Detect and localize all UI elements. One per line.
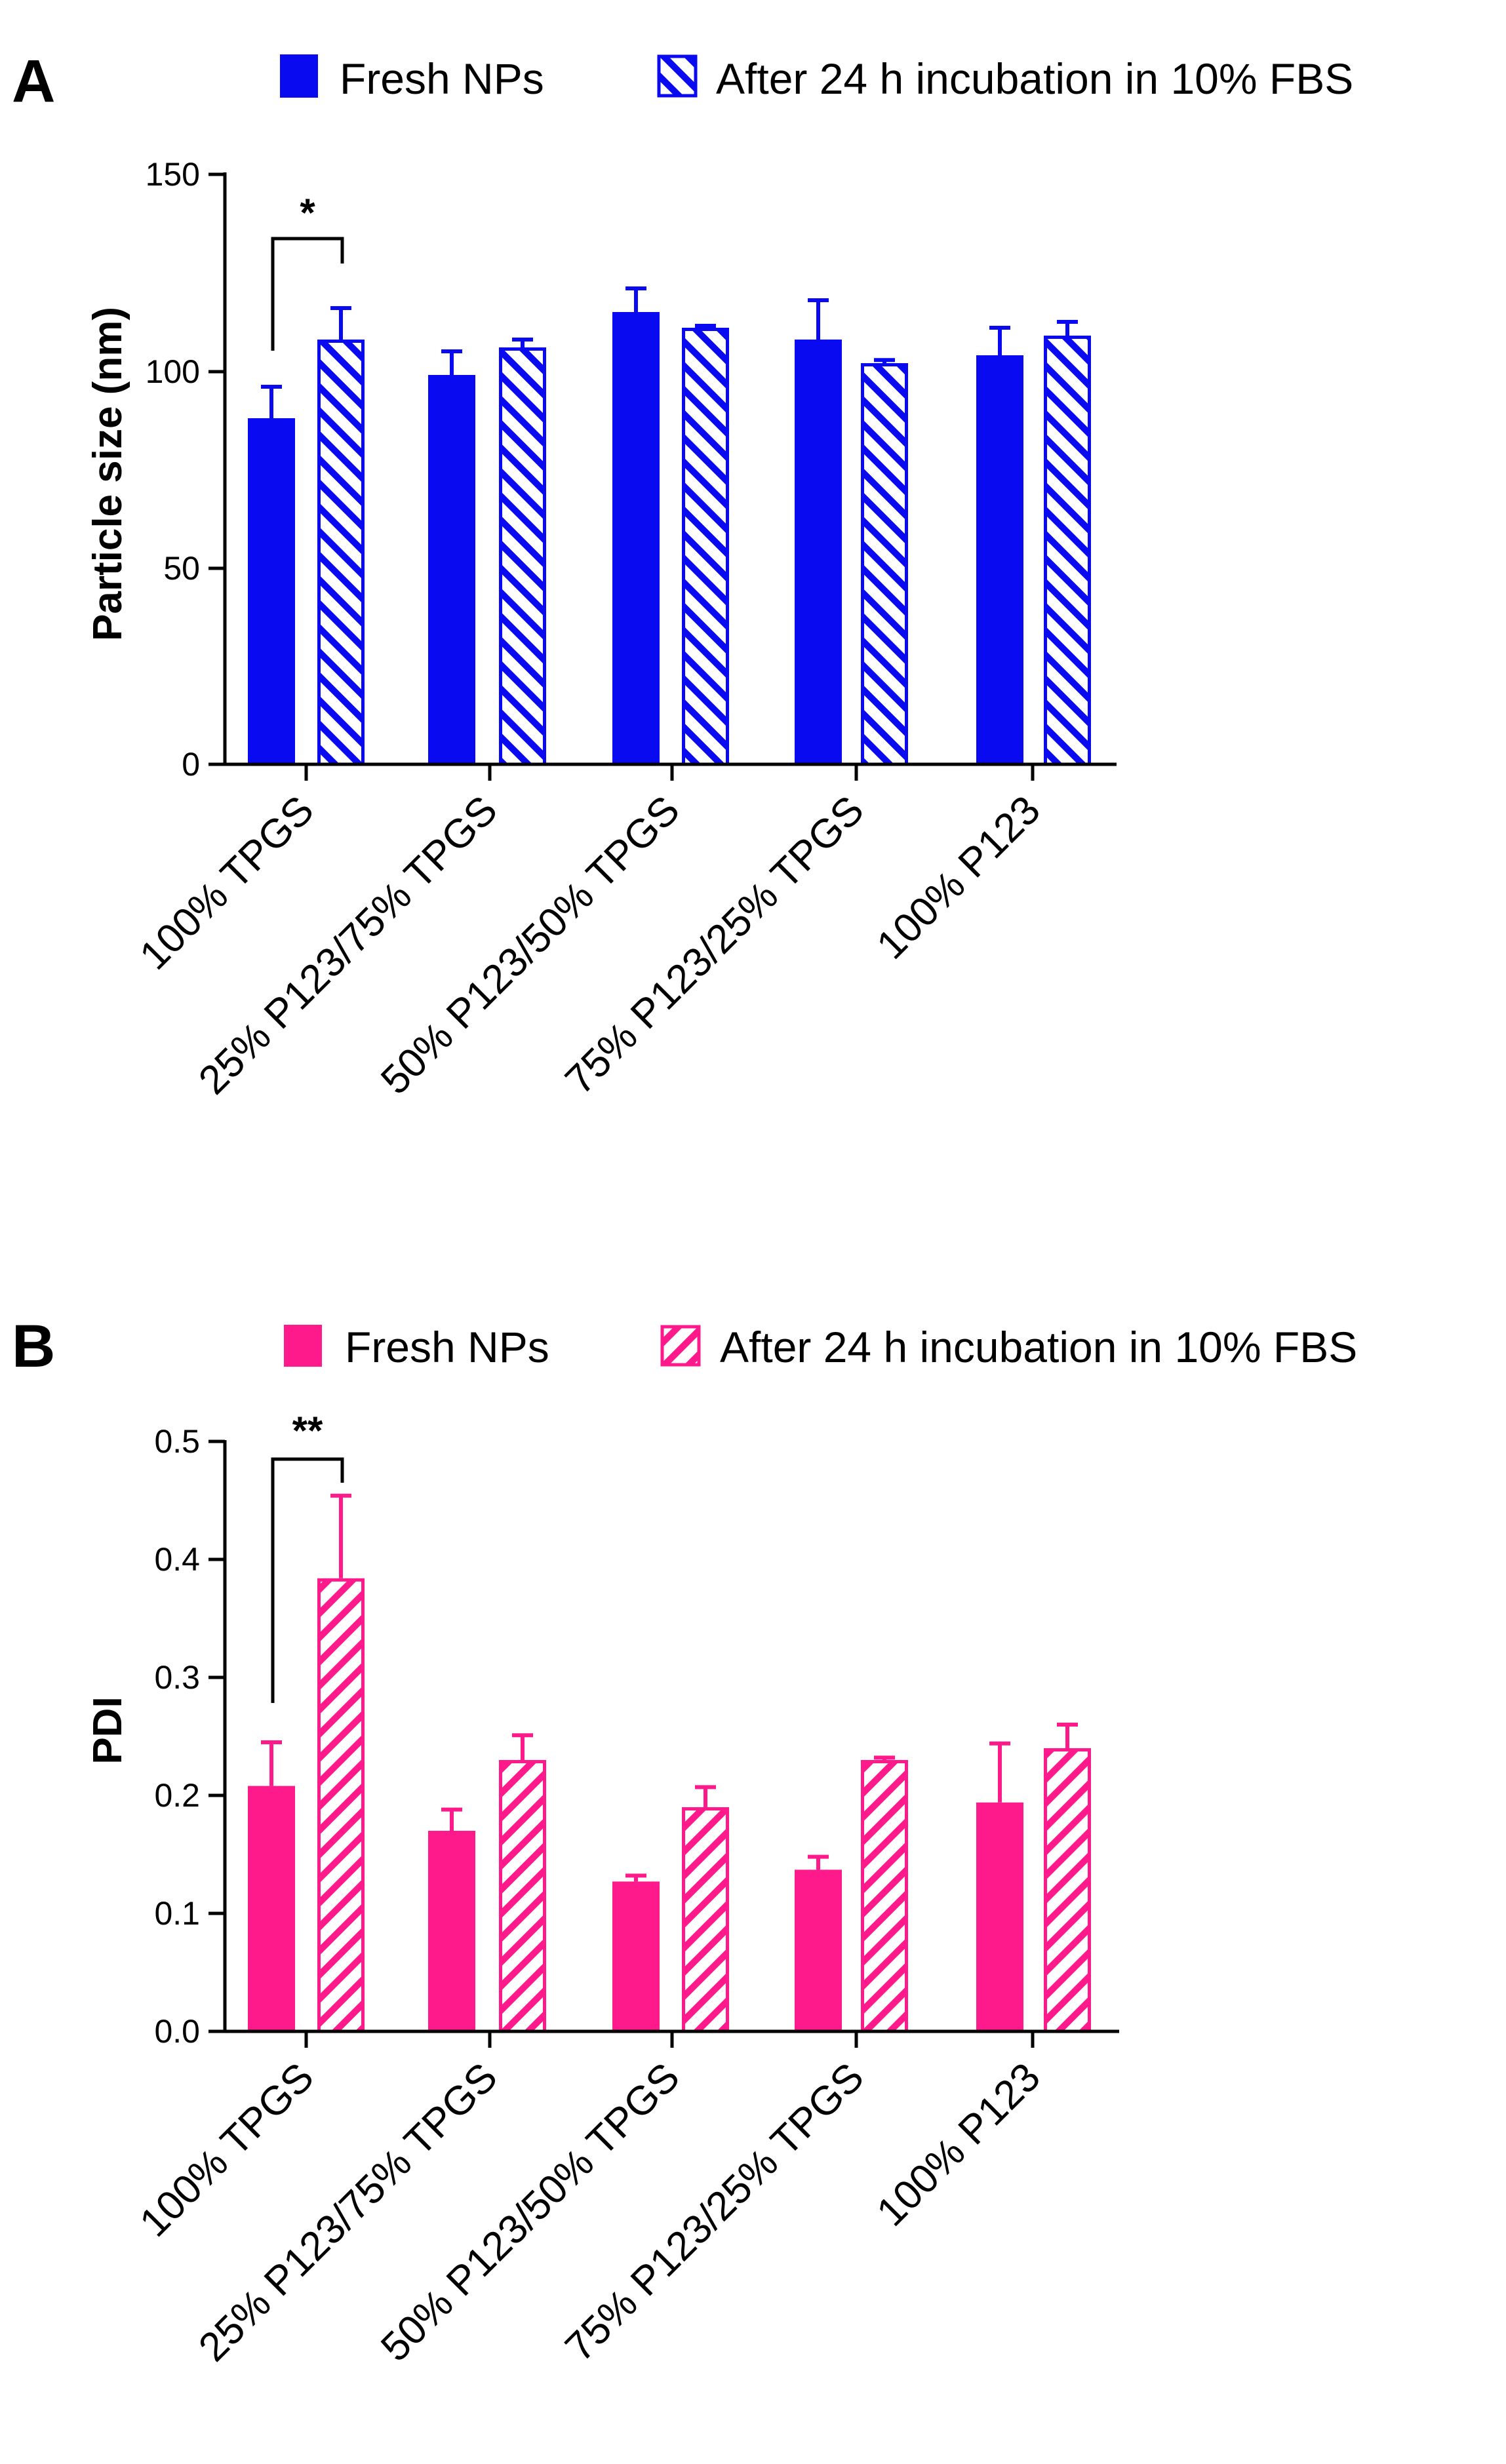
bar-b-after-50-p123 xyxy=(682,1807,729,2033)
bar-b-after-25-p123 xyxy=(499,1760,546,2033)
bars-a xyxy=(248,286,1091,766)
error-bar-a-fresh-25-p123 xyxy=(441,349,462,375)
x-axis-a xyxy=(223,762,1117,781)
panel-b-letter: B xyxy=(12,1313,55,1380)
error-bar-a-after-75-p123 xyxy=(874,358,895,363)
x-tick-label-a-50-p123: 50% P123/50% TPGS xyxy=(372,787,688,1103)
error-bar-b-fresh-25-p123 xyxy=(441,1807,462,1831)
error-bar-a-after-100-p123 xyxy=(1057,320,1078,336)
error-bar-b-fresh-100-tpgs xyxy=(261,1740,282,1786)
y-tick-label-b-0.3: 0.3 xyxy=(154,1659,200,1696)
bars-b xyxy=(248,1493,1091,2033)
y-tick-label-a-0: 0 xyxy=(182,746,200,783)
bar-b-fresh-100-tpgs xyxy=(248,1786,295,2031)
y-tick-label-b-0.5: 0.5 xyxy=(154,1423,200,1460)
legend-b-fresh-swatch xyxy=(284,1325,322,1367)
error-bar-a-fresh-75-p123 xyxy=(808,298,829,340)
y-ticks-a: 150 100 50 0 xyxy=(146,156,200,783)
bar-a-after-100-p123 xyxy=(1044,336,1091,766)
x-tick-label-a-75-p123: 75% P123/25% TPGS xyxy=(557,787,873,1103)
significance-b: ** xyxy=(271,1409,344,1703)
x-axis-b xyxy=(223,2029,1119,2048)
bar-b-fresh-25-p123 xyxy=(428,1831,475,2031)
legend-a-fresh-swatch xyxy=(280,54,318,98)
error-bar-b-after-100-tpgs xyxy=(330,1493,351,1578)
y-tick-label-b-0.4: 0.4 xyxy=(154,1541,200,1578)
x-tick-label-a-100-tpgs: 100% TPGS xyxy=(131,787,323,979)
significance-bracket-b xyxy=(271,1457,344,1703)
bar-a-after-100-tpgs xyxy=(317,340,365,766)
bar-a-fresh-50-p123 xyxy=(612,312,660,764)
bar-b-fresh-75-p123 xyxy=(795,1869,842,2031)
significance-label-a: * xyxy=(300,191,315,235)
y-axis-b xyxy=(208,1439,227,2033)
bar-a-fresh-100-tpgs xyxy=(248,418,295,764)
error-bar-b-after-25-p123 xyxy=(512,1733,533,1760)
legend-a-fresh-label: Fresh NPs xyxy=(340,54,544,103)
y-tick-label-a-50: 50 xyxy=(163,550,200,587)
x-tick-label-b-50-p123: 50% P123/50% TPGS xyxy=(372,2054,688,2370)
error-bar-b-fresh-75-p123 xyxy=(808,1854,829,1870)
x-tick-labels-b: 100% TPGS 25% P123/75% TPGS 50% P123/50%… xyxy=(131,2054,1049,2370)
x-tick-label-b-100-tpgs: 100% TPGS xyxy=(131,2054,323,2246)
significance-bracket-a xyxy=(271,237,344,351)
bar-a-fresh-100-p123 xyxy=(976,355,1023,764)
bar-a-after-75-p123 xyxy=(861,363,908,766)
bar-b-after-100-p123 xyxy=(1044,1748,1091,2033)
x-tick-label-a-25-p123: 25% P123/75% TPGS xyxy=(190,787,506,1103)
significance-label-b: ** xyxy=(292,1409,323,1453)
y-tick-label-a-150: 150 xyxy=(146,156,200,193)
x-tick-label-b-75-p123: 75% P123/25% TPGS xyxy=(557,2054,873,2370)
y-tick-label-a-100: 100 xyxy=(146,353,200,390)
x-tick-label-b-25-p123: 25% P123/75% TPGS xyxy=(190,2054,506,2370)
y-tick-label-b-0.1: 0.1 xyxy=(154,1895,200,1932)
legend-b-after-swatch xyxy=(660,1325,701,1367)
legend-b-fresh-label: Fresh NPs xyxy=(345,1323,549,1371)
error-bar-b-after-100-p123 xyxy=(1057,1723,1078,1748)
y-tick-label-b-0.2: 0.2 xyxy=(154,1777,200,1814)
bar-a-after-25-p123 xyxy=(499,347,546,766)
x-tick-label-a-100-p123: 100% P123 xyxy=(868,787,1048,968)
legend-a-after-label: After 24 h incubation in 10% FBS xyxy=(716,54,1353,103)
y-tick-label-b-0.0: 0.0 xyxy=(154,2013,200,2050)
error-bar-a-after-100-tpgs xyxy=(330,306,351,340)
x-tick-label-b-100-p123: 100% P123 xyxy=(868,2054,1048,2235)
error-bar-a-after-50-p123 xyxy=(695,324,716,328)
bar-b-after-100-tpgs xyxy=(317,1578,365,2033)
error-bar-b-after-75-p123 xyxy=(874,1755,895,1760)
bar-b-fresh-100-p123 xyxy=(976,1802,1023,2031)
bar-b-fresh-50-p123 xyxy=(612,1881,660,2031)
legend-b-after-label: After 24 h incubation in 10% FBS xyxy=(720,1323,1357,1371)
y-axis-a xyxy=(208,172,227,766)
panel-a-chart: A Fresh NPs After 24 h incubation in 10%… xyxy=(12,48,1353,1103)
y-ticks-b: 0.5 0.4 0.3 0.2 0.1 0.0 xyxy=(154,1423,200,2050)
error-bar-b-fresh-100-p123 xyxy=(989,1741,1010,1803)
bar-a-fresh-25-p123 xyxy=(428,375,475,764)
bar-a-fresh-75-p123 xyxy=(795,340,842,764)
y-axis-title-b: PDI xyxy=(85,1696,130,1764)
error-bar-a-fresh-100-tpgs xyxy=(261,385,282,418)
error-bar-a-after-25-p123 xyxy=(512,338,533,347)
significance-a: * xyxy=(271,191,344,351)
x-tick-labels-a: 100% TPGS 25% P123/75% TPGS 50% P123/50%… xyxy=(131,787,1049,1103)
error-bar-a-fresh-50-p123 xyxy=(625,286,646,312)
bar-a-after-50-p123 xyxy=(682,328,729,766)
y-axis-title-a: Particle size (nm) xyxy=(85,307,130,641)
panel-b-chart: B Fresh NPs After 24 h incubation in 10%… xyxy=(12,1313,1357,2370)
legend-a-after-swatch xyxy=(657,54,698,98)
error-bar-a-fresh-100-p123 xyxy=(989,326,1010,355)
error-bar-b-fresh-50-p123 xyxy=(625,1873,646,1882)
panel-a-letter: A xyxy=(12,48,55,115)
bar-b-after-75-p123 xyxy=(861,1760,908,2033)
error-bar-b-after-50-p123 xyxy=(695,1785,716,1807)
